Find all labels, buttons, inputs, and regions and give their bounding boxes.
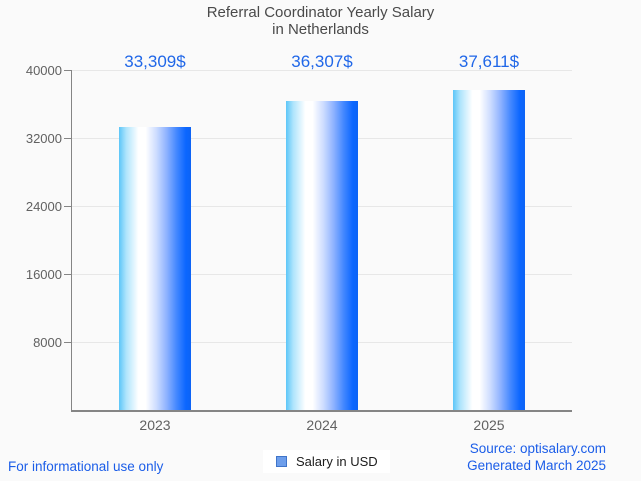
bar-2025[interactable]: [453, 90, 525, 410]
y-axis-tick-label: 40000: [25, 63, 62, 78]
x-axis-tick-label: 2025: [473, 417, 505, 433]
y-axis-tick-mark: [64, 342, 71, 343]
y-axis-tick-mark: [64, 206, 71, 207]
chart-title-line2: in Netherlands: [272, 21, 369, 38]
plot-area: [72, 69, 572, 410]
y-axis-tick-label: 8000: [33, 335, 62, 350]
y-axis-line: [71, 70, 72, 411]
y-axis-tick-label: 16000: [25, 267, 62, 282]
y-axis-tick-label: 24000: [25, 199, 62, 214]
y-axis-tick-mark: [64, 274, 71, 275]
source-info: Source: optisalary.com Generated March 2…: [467, 441, 606, 474]
y-axis-tick-mark: [64, 138, 71, 139]
bar-value-label: 37,611$: [458, 52, 520, 71]
x-axis-tick-label: 2024: [306, 417, 338, 433]
bar-value-label: 33,309$: [124, 52, 186, 71]
disclaimer-text: For informational use only: [8, 459, 164, 474]
bar-value-label: 36,307$: [291, 52, 353, 71]
chart-title-line1: Referral Coordinator Yearly Salary: [206, 4, 435, 21]
generated-date: Generated March 2025: [467, 457, 606, 473]
legend[interactable]: Salary in USD: [263, 450, 390, 473]
legend-label: Salary in USD: [296, 454, 378, 469]
chart-title: Referral Coordinator Yearly Salary in Ne…: [0, 4, 641, 38]
bar-2024[interactable]: [286, 101, 358, 410]
y-axis-tick-mark: [64, 70, 71, 71]
y-axis-tick-label: 32000: [25, 131, 62, 146]
gridline: [72, 69, 572, 71]
legend-marker-icon: [276, 456, 287, 467]
source-link[interactable]: Source: optisalary.com: [469, 441, 606, 456]
x-axis-tick-label: 2023: [139, 417, 171, 433]
bar-2023[interactable]: [119, 127, 191, 410]
x-axis-line: [71, 410, 572, 412]
